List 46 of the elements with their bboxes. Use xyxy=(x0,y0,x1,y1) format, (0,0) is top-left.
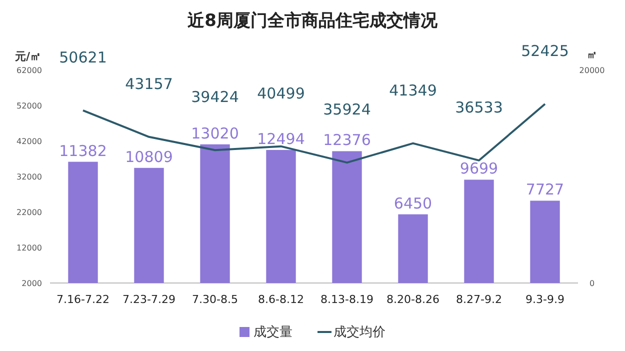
y-axis-title: 元/㎡ xyxy=(14,50,42,63)
data-label: 13020 xyxy=(191,124,239,142)
bar xyxy=(266,150,296,283)
bar xyxy=(464,180,494,283)
data-label: 12494 xyxy=(257,130,305,148)
data-label: 7727 xyxy=(526,180,564,199)
x-tick-label: 8.13-8.19 xyxy=(320,293,374,306)
bar xyxy=(200,144,230,283)
x-tick-label: 7.30-8.5 xyxy=(192,293,238,306)
data-label: 40499 xyxy=(257,84,305,102)
x-tick-label: 8.20-8.26 xyxy=(386,293,440,306)
x-tick-label: 7.16-7.22 xyxy=(56,293,110,306)
data-label: 41349 xyxy=(389,81,437,100)
data-label: 52425 xyxy=(521,42,569,60)
data-label: 11382 xyxy=(59,142,107,160)
x-tick-label: 9.3-9.9 xyxy=(526,293,564,306)
bar xyxy=(398,214,428,283)
y2-tick-label: 20000 xyxy=(579,66,605,75)
legend-label: 成交量 xyxy=(254,324,292,340)
bar xyxy=(134,168,164,283)
y-tick-label: 22000 xyxy=(16,208,42,217)
data-label: 12376 xyxy=(323,131,371,150)
data-label: 35924 xyxy=(323,100,371,119)
y-tick-label: 62000 xyxy=(16,66,42,75)
data-label: 10809 xyxy=(125,148,173,166)
data-label: 36533 xyxy=(455,98,503,116)
y-tick-label: 2000 xyxy=(22,279,42,288)
data-label: 9699 xyxy=(460,160,498,178)
bar xyxy=(68,162,98,283)
data-label: 50621 xyxy=(59,48,107,66)
y-tick-label: 12000 xyxy=(16,244,42,252)
x-tick-label: 7.23-7.29 xyxy=(122,293,176,306)
bar xyxy=(530,200,560,283)
x-tick-label: 8.27-9.2 xyxy=(456,293,502,306)
legend-label: 成交均价 xyxy=(334,324,386,340)
data-label: 6450 xyxy=(394,194,432,212)
y-tick-label: 42000 xyxy=(16,137,42,146)
y2-tick-label: 0 xyxy=(589,279,595,288)
bar xyxy=(332,151,362,283)
y-tick-label: 52000 xyxy=(16,102,42,110)
chart-title: 近8周厦门全市商品住宅成交情况 xyxy=(186,11,438,31)
x-tick-label: 8.6-8.12 xyxy=(258,293,304,306)
y2-axis-title: ㎡ xyxy=(587,50,597,61)
data-label: 39424 xyxy=(191,88,239,106)
y-tick-label: 32000 xyxy=(16,172,42,182)
data-label: 43157 xyxy=(125,74,173,93)
